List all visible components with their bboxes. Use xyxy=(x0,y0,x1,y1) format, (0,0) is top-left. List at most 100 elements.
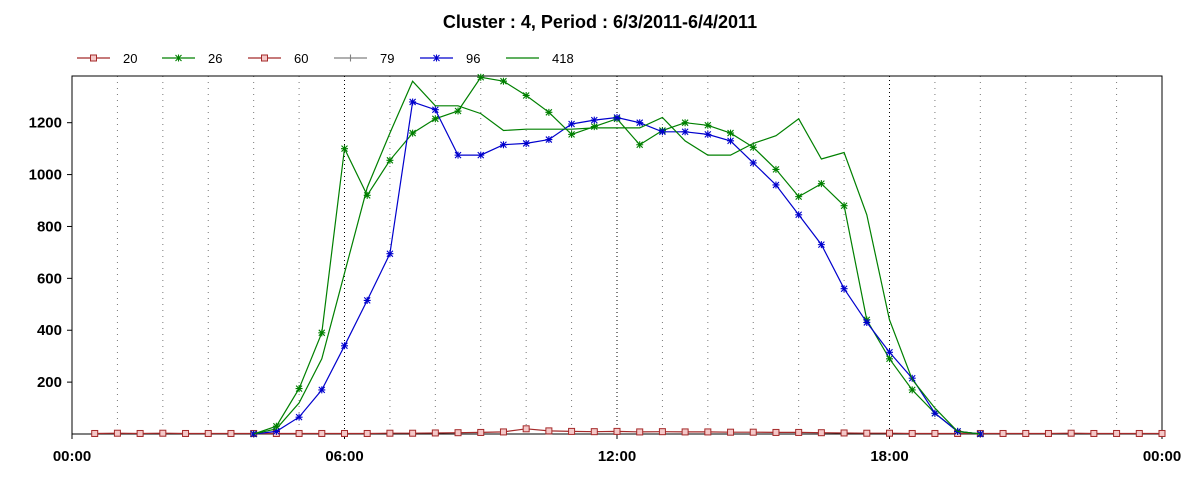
legend-label: 79 xyxy=(380,51,394,66)
data-point xyxy=(545,427,553,435)
y-tick-label: 200 xyxy=(37,374,62,391)
x-tick-label: 00:00 xyxy=(53,448,91,465)
data-point xyxy=(409,129,417,137)
data-point xyxy=(704,428,712,436)
data-point xyxy=(341,429,348,437)
data-point xyxy=(91,429,99,437)
series-line-20 xyxy=(94,428,1162,435)
data-point xyxy=(590,116,598,124)
data-point xyxy=(568,130,576,138)
data-point xyxy=(136,429,144,437)
data-point xyxy=(159,429,167,437)
data-point xyxy=(886,355,893,363)
data-point xyxy=(727,129,735,137)
data-point xyxy=(999,429,1007,437)
data-point xyxy=(341,145,348,153)
data-point xyxy=(318,429,326,437)
legend-marker xyxy=(261,54,268,62)
data-point xyxy=(1067,429,1075,437)
data-point xyxy=(613,114,621,122)
data-point xyxy=(295,413,303,421)
y-tick-label: 600 xyxy=(37,270,62,287)
data-point xyxy=(636,119,644,127)
data-point xyxy=(727,428,735,436)
legend-item-60: 60 xyxy=(248,51,308,66)
data-point xyxy=(363,191,371,199)
data-point xyxy=(772,428,780,436)
legend-label: 60 xyxy=(294,51,308,66)
data-point xyxy=(681,128,689,136)
y-tick-label: 400 xyxy=(37,322,62,339)
y-tick-label: 800 xyxy=(37,218,62,235)
data-point xyxy=(454,429,462,437)
data-point xyxy=(772,165,780,173)
data-point xyxy=(772,181,780,189)
legend-label: 20 xyxy=(123,51,137,66)
data-point xyxy=(590,428,598,436)
data-point xyxy=(590,123,598,131)
data-point xyxy=(817,180,825,188)
data-point xyxy=(908,386,916,394)
data-point xyxy=(1022,429,1030,437)
data-point xyxy=(250,430,258,438)
data-point xyxy=(545,136,553,144)
data-point xyxy=(704,130,712,138)
data-point xyxy=(499,428,507,436)
data-point xyxy=(1158,429,1166,437)
data-point xyxy=(795,428,803,436)
y-axis: 200 400 600 800 1000 1200 xyxy=(29,115,72,391)
legend-label: 96 xyxy=(466,51,480,66)
data-point xyxy=(568,120,576,128)
data-point xyxy=(227,429,235,437)
data-point xyxy=(840,429,848,437)
data-point xyxy=(749,159,757,167)
legend-item-26: 26 xyxy=(162,51,222,66)
data-point xyxy=(295,429,303,437)
data-point xyxy=(681,428,689,436)
data-point xyxy=(931,409,939,417)
data-point xyxy=(477,73,485,81)
legend-item-20: 20 xyxy=(77,51,137,66)
y-tick-label: 1200 xyxy=(29,115,62,132)
data-point xyxy=(817,241,825,249)
legend-marker xyxy=(90,54,97,62)
data-point xyxy=(113,429,121,437)
data-point xyxy=(318,386,326,394)
data-point xyxy=(409,429,417,437)
data-point xyxy=(749,428,757,436)
data-point xyxy=(613,427,621,435)
data-point xyxy=(795,193,803,201)
data-point xyxy=(295,385,303,393)
data-point xyxy=(499,77,507,85)
data-point xyxy=(431,429,439,437)
data-point xyxy=(976,430,984,438)
data-point xyxy=(499,141,507,149)
data-point xyxy=(386,156,394,164)
data-point xyxy=(477,428,485,436)
series-line-418 xyxy=(253,80,981,435)
data-point xyxy=(568,427,576,435)
data-point xyxy=(1090,429,1098,437)
data-point xyxy=(545,108,553,116)
vertical-grid xyxy=(116,76,1118,434)
data-point xyxy=(204,429,212,437)
legend-marker xyxy=(175,54,182,62)
data-point xyxy=(454,151,462,159)
data-point xyxy=(182,429,190,437)
legend-label: 418 xyxy=(552,51,574,66)
data-point xyxy=(1113,429,1121,437)
data-point xyxy=(1135,429,1143,437)
data-point xyxy=(863,429,871,437)
legend-item-418: 418 xyxy=(506,51,574,66)
data-point xyxy=(886,429,893,437)
data-point xyxy=(931,429,939,437)
data-point xyxy=(727,137,735,145)
legend-marker xyxy=(347,54,354,62)
data-point xyxy=(363,296,371,304)
data-point xyxy=(840,202,848,210)
x-axis: 00:00 06:00 12:00 18:00 00:00 xyxy=(53,434,1181,465)
data-point xyxy=(795,211,803,219)
data-point xyxy=(636,428,644,436)
data-point xyxy=(681,119,689,127)
x-tick-label: 18:00 xyxy=(870,448,908,465)
